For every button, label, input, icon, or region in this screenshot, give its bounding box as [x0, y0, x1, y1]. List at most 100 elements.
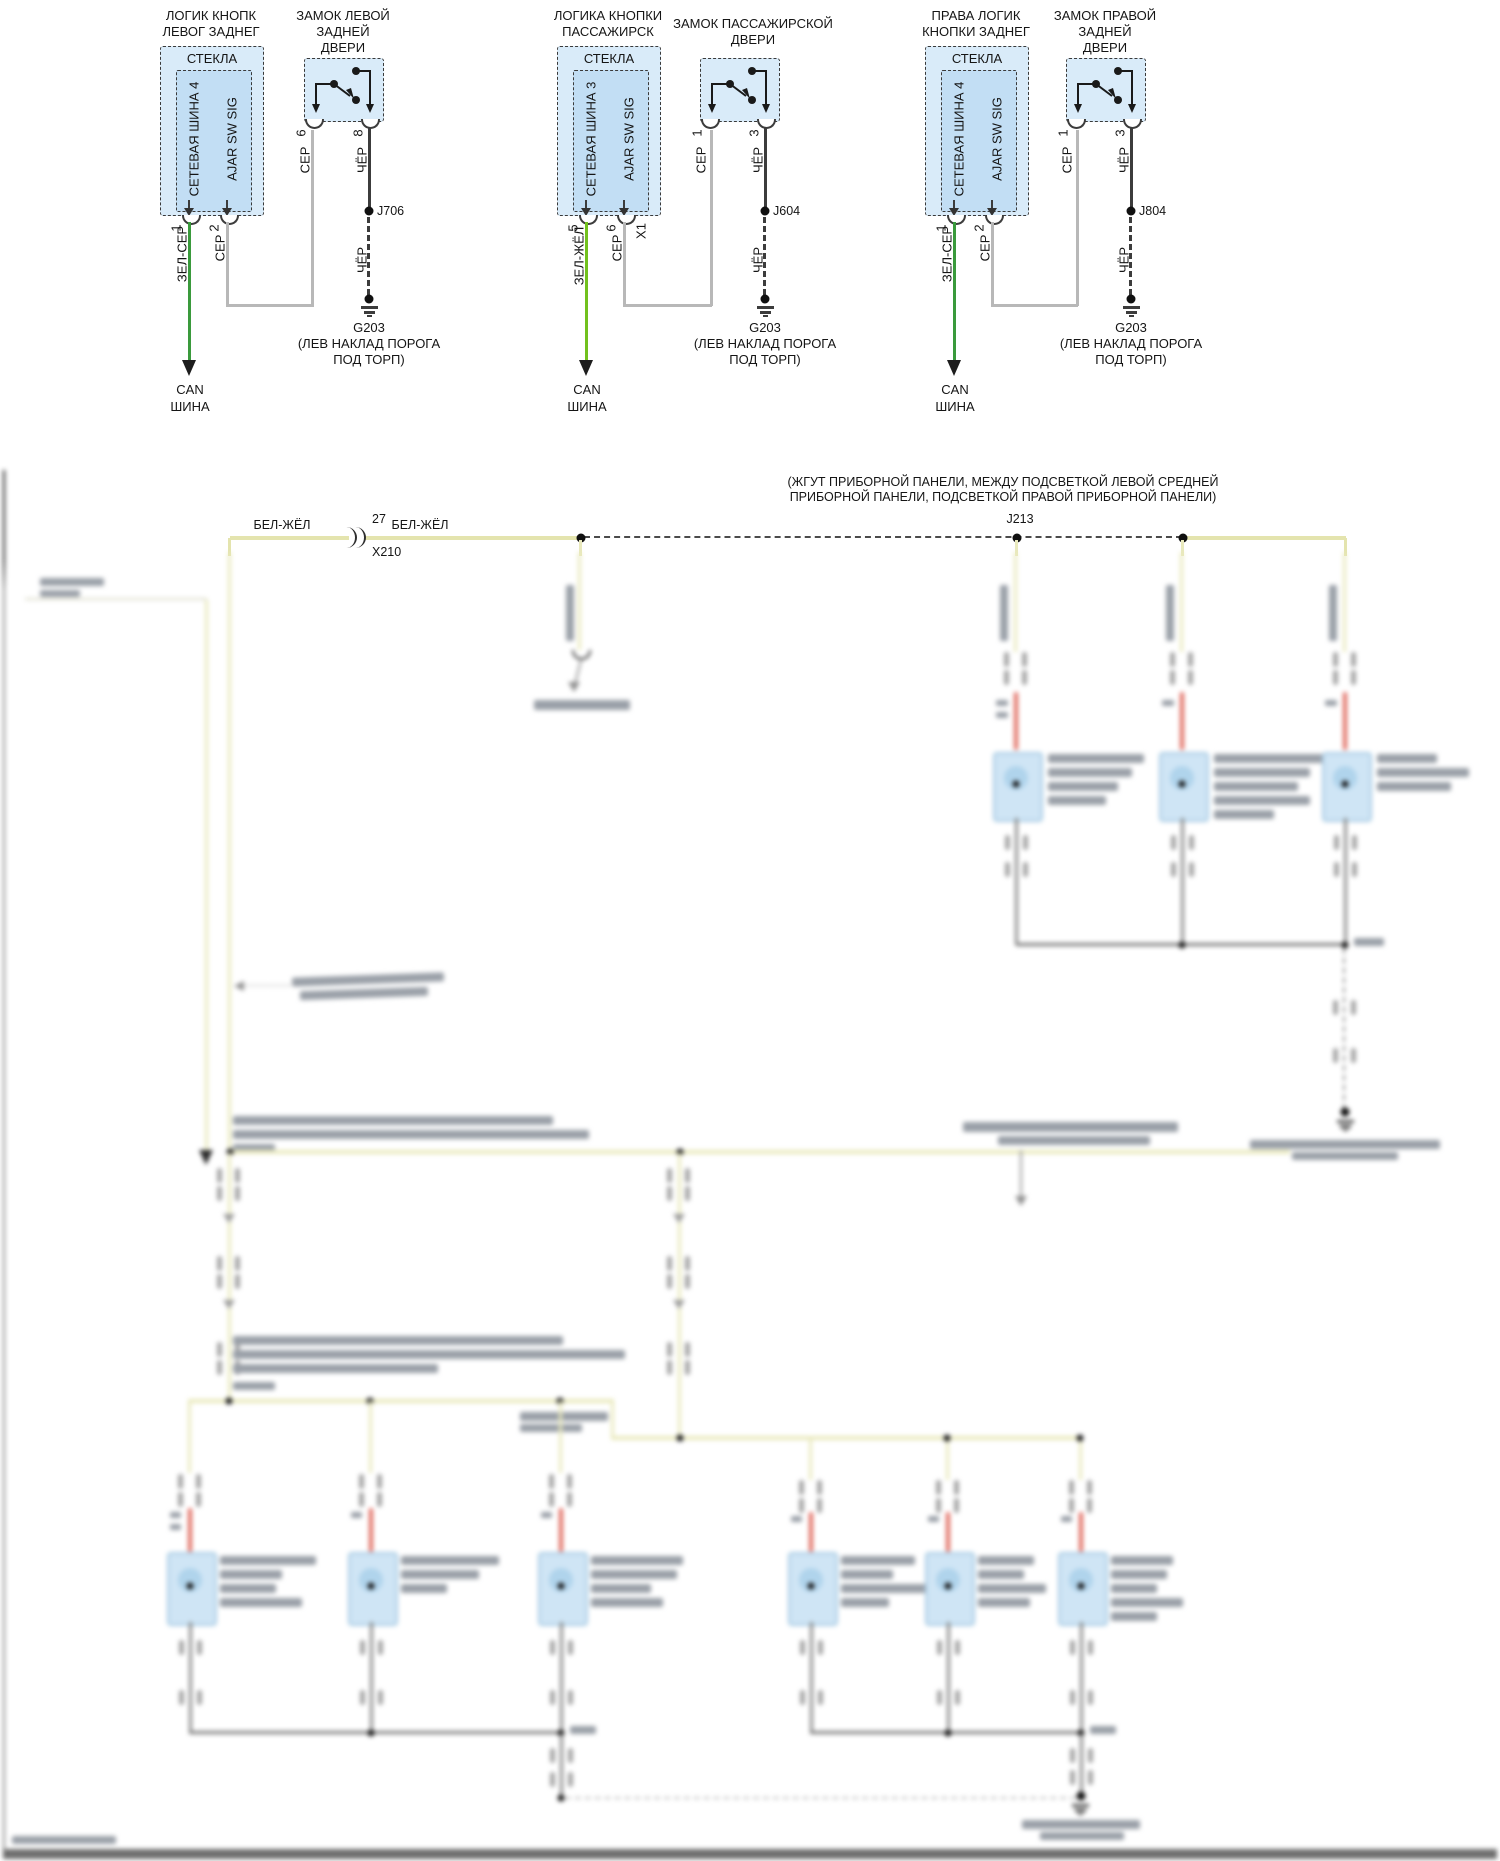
wire-green-gray	[953, 222, 956, 360]
connector-chevron-icon	[223, 1214, 235, 1223]
blurred-label	[591, 1584, 651, 1593]
wire-gray-dark	[370, 1622, 373, 1734]
wire-dashed-link	[584, 536, 1182, 538]
connector-mark	[235, 1256, 240, 1271]
connector-mark	[937, 1690, 942, 1705]
blurred-label	[978, 1556, 1034, 1565]
wire-color-label: БЕЛ-ЖЁЛ	[391, 518, 449, 532]
blurred-label	[1292, 1152, 1398, 1160]
ground-location: ПОД ТОРП)	[1095, 352, 1167, 367]
wire-faint-dashed	[565, 1797, 1076, 1799]
connector-mark	[568, 1640, 573, 1655]
connector-mark	[1088, 1748, 1093, 1763]
blurred-label	[591, 1556, 683, 1565]
wire-white-yellow	[228, 1153, 231, 1401]
lock-switch-icon	[1074, 67, 1136, 113]
callout-arrow-icon	[234, 981, 244, 991]
lock-switch-icon	[312, 67, 374, 113]
connector-mark	[1005, 862, 1010, 877]
connector-pin-number: 27	[372, 512, 386, 526]
ground-symbol	[1076, 1791, 1086, 1801]
wire-white-yellow	[369, 1401, 372, 1473]
blurred-label	[996, 700, 1008, 706]
wire-green-gray	[188, 222, 191, 360]
wire-faint	[25, 598, 207, 600]
blurred-label	[40, 590, 80, 597]
can-label: ШИНА	[170, 399, 210, 414]
blurred-label	[520, 1424, 582, 1432]
wire-gray	[226, 304, 314, 307]
blurred-vertical-label	[1329, 585, 1337, 641]
ground-symbol	[760, 311, 771, 314]
wire-gray-dark	[1080, 1734, 1083, 1794]
connector-mark	[799, 1498, 804, 1513]
pin-stub	[585, 200, 587, 209]
connector-mark	[567, 1492, 572, 1507]
blurred-label	[1048, 796, 1106, 805]
blurred-label	[591, 1570, 677, 1579]
connector-mark	[800, 1690, 805, 1705]
blurred-label	[291, 972, 445, 987]
connector-mark	[550, 1640, 555, 1655]
connector-mark	[179, 1690, 184, 1705]
connector-mark	[1022, 652, 1027, 667]
blurred-label	[233, 1350, 625, 1359]
blurred-label	[841, 1584, 953, 1593]
connector-mark	[1004, 652, 1009, 667]
pin-arrow-icon	[619, 208, 629, 216]
callout-leader	[574, 660, 582, 684]
connector-mark	[1004, 670, 1009, 685]
wire-red	[809, 1512, 813, 1552]
wire-black-dashed	[367, 217, 370, 295]
can-label: ШИНА	[935, 399, 975, 414]
callout-leader	[246, 985, 290, 986]
connector-mark	[955, 1640, 960, 1655]
connector-mark	[685, 1360, 690, 1375]
wire-white-yellow	[1181, 540, 1184, 556]
blurred-vertical-label	[1000, 585, 1008, 641]
connector-mark	[667, 1256, 672, 1271]
connector-mark	[1189, 835, 1194, 850]
ground-symbol	[361, 306, 378, 309]
blurred-label	[1111, 1556, 1173, 1565]
wire-gray-dark	[1344, 818, 1347, 945]
connector-mark	[235, 1342, 240, 1357]
wire-green-yellow	[585, 222, 588, 360]
blurred-label	[401, 1584, 447, 1593]
blurred-label	[1040, 1832, 1124, 1840]
ground-symbol	[364, 294, 374, 304]
blurred-label	[233, 1336, 563, 1345]
blurred-label	[963, 1122, 1178, 1132]
connector-mark	[235, 1168, 240, 1183]
blurred-label	[1111, 1612, 1157, 1621]
pin-stub	[188, 200, 190, 209]
wire-gray-dashed	[1343, 948, 1345, 1110]
lock-title: ЗАМОК ПРАВОЙ	[1053, 8, 1157, 23]
wire-gray-dark	[189, 1731, 562, 1734]
inline-connector-icon	[355, 527, 366, 548]
connector-mark	[1189, 862, 1194, 877]
connector-mark	[196, 1492, 201, 1507]
connector-mark	[1070, 1770, 1075, 1785]
connector-mark	[1087, 1480, 1092, 1495]
blurred-label	[1377, 782, 1451, 791]
blurred-label	[1111, 1584, 1157, 1593]
wire-white-yellow	[809, 1438, 812, 1480]
callout-arrow-icon	[568, 682, 580, 692]
splice-dot	[225, 1397, 233, 1405]
lamp-dot	[944, 1582, 952, 1590]
wire-gray-dark	[1015, 818, 1018, 945]
wire-red	[946, 1512, 950, 1552]
ground-symbol	[1343, 1129, 1348, 1131]
blurred-label	[1048, 782, 1118, 791]
connector-mark	[1070, 1748, 1075, 1763]
glass-label: СТЕКЛА	[583, 51, 635, 66]
wire-gray	[710, 130, 713, 306]
splice-dot	[1012, 533, 1022, 543]
ground-location: ПОД ТОРП)	[729, 352, 801, 367]
connector-mark	[567, 1474, 572, 1489]
can-label: CAN	[941, 382, 969, 397]
connector-mark	[235, 1274, 240, 1289]
